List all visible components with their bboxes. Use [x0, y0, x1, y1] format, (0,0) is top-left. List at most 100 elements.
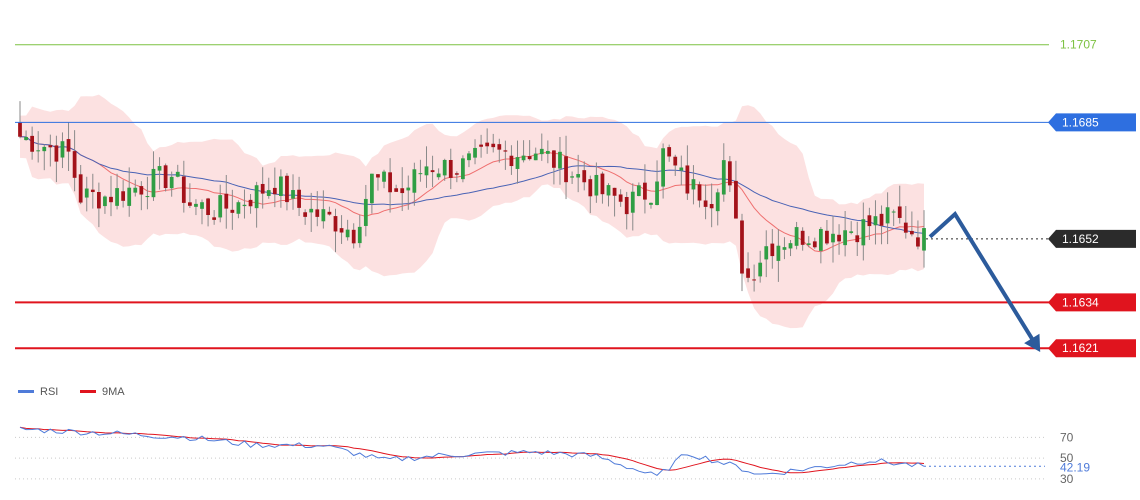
candle-body: [916, 237, 920, 247]
level-label-text-2: 1.1652: [1062, 232, 1099, 246]
candle-body: [18, 122, 22, 137]
candle-body: [479, 144, 483, 147]
candle-body: [291, 190, 295, 199]
candle-body: [394, 188, 399, 192]
level-label-0: 1.1707: [1060, 38, 1097, 52]
candle-body: [727, 161, 732, 186]
candle-body: [649, 202, 653, 205]
candle-body: [84, 188, 89, 198]
candle-body: [673, 156, 678, 166]
candle-body: [442, 159, 447, 176]
candle-body: [163, 165, 168, 189]
candle-body: [376, 174, 380, 178]
candle-body: [388, 172, 392, 193]
candle-body: [539, 148, 544, 155]
price-levels: [15, 44, 1049, 350]
candle-body: [922, 228, 926, 251]
candle-body: [643, 182, 647, 200]
rsi-line: [19, 426, 925, 477]
candle-body: [794, 227, 799, 246]
candle-body: [697, 184, 702, 201]
candle-body: [327, 211, 332, 215]
candle-body: [406, 187, 411, 191]
rsi-tick-0: 70: [1060, 430, 1074, 444]
legend-label-1: 9MA: [102, 386, 125, 398]
candle-body: [843, 230, 848, 246]
candle-body: [54, 145, 59, 162]
candle-body: [909, 230, 914, 235]
candle-body: [139, 186, 144, 195]
candle-body: [236, 202, 241, 214]
candle-body: [679, 167, 684, 171]
candle-body: [721, 160, 726, 195]
legend-label-0: RSI: [40, 386, 58, 398]
candle-body: [254, 185, 259, 209]
candle-body: [351, 229, 356, 244]
candle-body: [734, 180, 738, 219]
moving-average-slow-line: [19, 136, 925, 234]
candle-body: [552, 150, 556, 168]
candle-body: [849, 231, 854, 233]
moving-averages: [19, 136, 925, 253]
candle-body: [812, 241, 817, 248]
rsi-ma-line: [19, 426, 925, 474]
candle-body: [879, 213, 884, 226]
candles: [18, 101, 926, 292]
candle-body: [96, 192, 101, 209]
candle-body: [430, 170, 435, 173]
candle-body: [169, 176, 174, 189]
candle-body: [48, 145, 53, 148]
candle-body: [709, 204, 714, 209]
level-label-box-4: [1048, 339, 1136, 358]
candle-body: [78, 174, 83, 203]
candle-body: [661, 148, 665, 187]
candle-body: [175, 171, 180, 177]
candle-body: [533, 153, 538, 161]
candle-body: [515, 157, 520, 169]
candle-body: [685, 165, 690, 194]
bollinger-band: [20, 94, 924, 329]
candle-body: [30, 135, 35, 152]
legend-swatch-0: [18, 390, 34, 393]
forecast-arrow: [928, 211, 1041, 353]
forecast-arrow-path: [928, 211, 1038, 347]
candle-body: [600, 173, 605, 195]
candle-body: [752, 279, 757, 281]
candle-body: [564, 156, 568, 183]
candle-body: [345, 229, 350, 238]
candle-body: [363, 198, 368, 226]
candle-body: [121, 191, 126, 201]
candle-body: [60, 141, 65, 158]
candle-body: [285, 175, 289, 203]
level-label-box-1: [1048, 113, 1136, 132]
candle-body: [103, 196, 107, 207]
level-label-text-4: 1.1621: [1062, 341, 1099, 355]
candle-body: [891, 211, 896, 213]
candle-body: [740, 220, 744, 274]
candle-body: [594, 174, 599, 196]
candle-body: [42, 146, 47, 152]
candle-body: [855, 235, 860, 243]
candle-body: [266, 190, 271, 196]
candle-body: [187, 202, 192, 206]
candle-body: [782, 247, 787, 250]
candle-body: [333, 216, 338, 232]
level-label-box-3: [1048, 293, 1136, 312]
candle-body: [448, 159, 453, 178]
candle-body: [370, 173, 374, 204]
candle-body: [66, 139, 71, 152]
candle-body: [612, 187, 617, 196]
bollinger-band-fill: [20, 94, 924, 329]
candle-body: [461, 158, 465, 180]
candle-body: [873, 216, 878, 226]
candle-body: [588, 179, 593, 197]
candle-body: [272, 187, 277, 195]
candle-body: [315, 209, 320, 217]
candle-body: [831, 233, 835, 243]
candle-body: [497, 144, 502, 150]
level-label-text-3: 1.1634: [1062, 295, 1099, 309]
candle-body: [764, 246, 769, 260]
candle-body: [151, 168, 156, 198]
candle-body: [36, 150, 41, 152]
